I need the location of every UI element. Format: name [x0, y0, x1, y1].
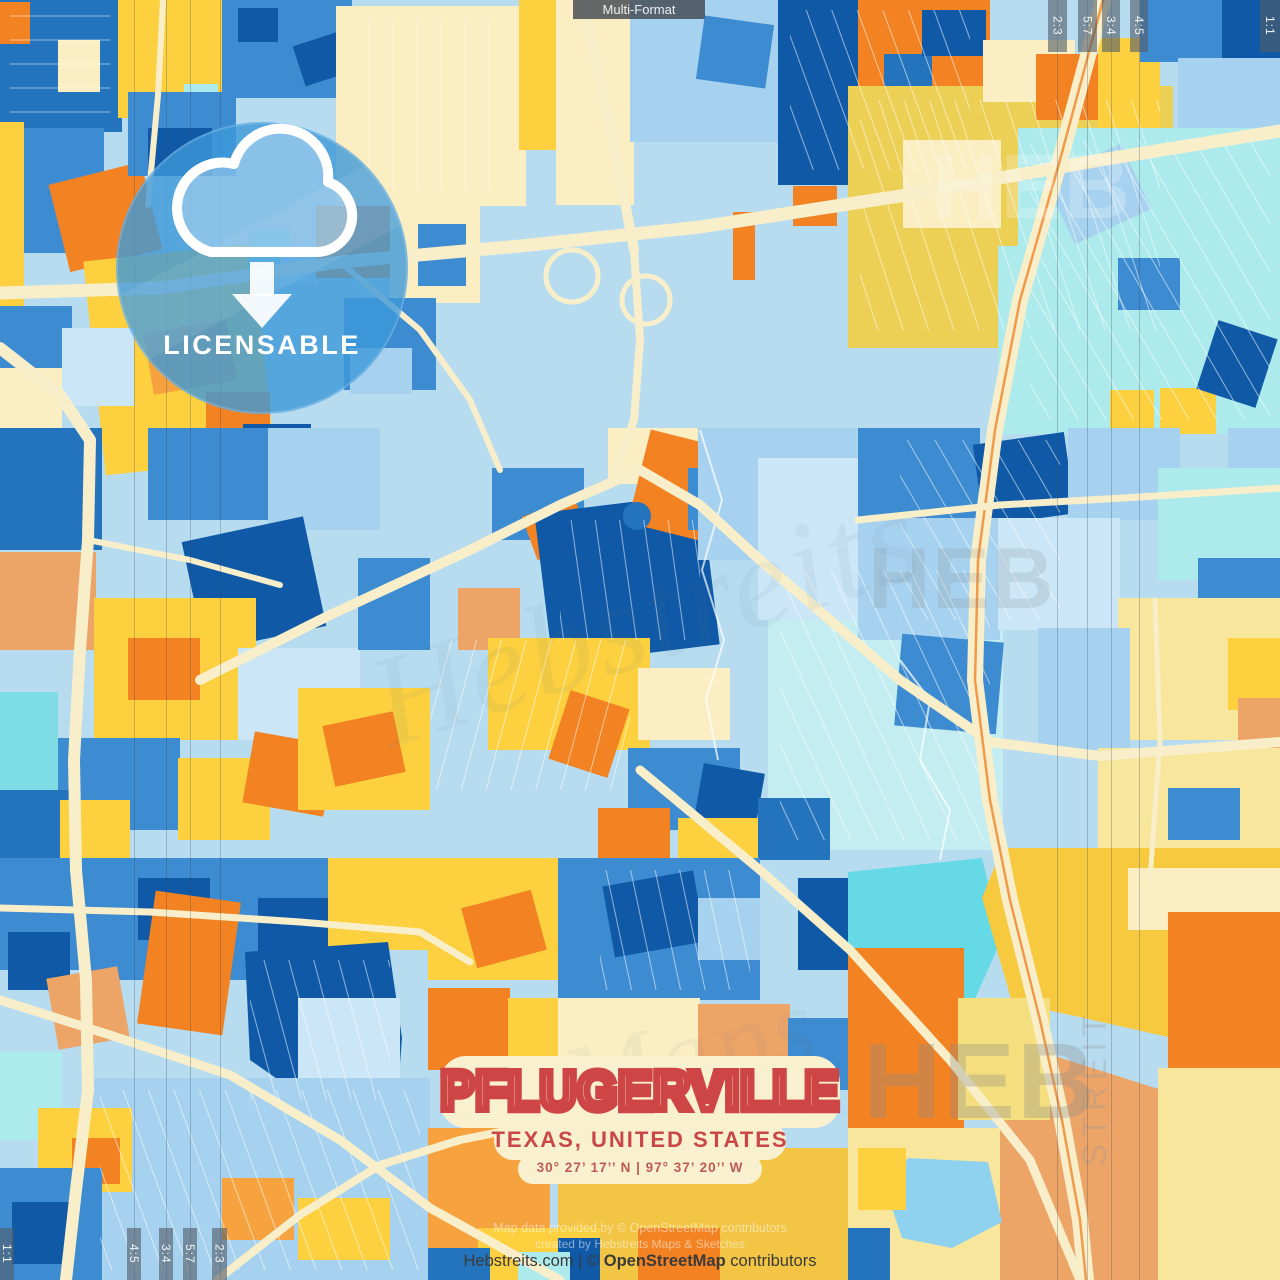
crop-guide-line	[190, 0, 191, 1280]
ratio-tab-3-4: 3:4	[1102, 0, 1120, 52]
osm-credit-line: Map data provided by © OpenStreetMap con…	[493, 1221, 787, 1235]
cloud-icon	[172, 123, 358, 258]
region-subtitle: TEXAS, UNITED STATES	[491, 1127, 789, 1152]
crop-guide-line	[1087, 0, 1088, 1280]
licensable-badge: LICENSABLE	[116, 122, 408, 414]
ratio-tab-2-3: 2:3	[212, 1228, 227, 1280]
watermark-text: STREIT	[1076, 1010, 1114, 1167]
ratio-tab-3-4: 3:4	[159, 1228, 173, 1280]
ratio-tab-5-7: 5:7	[1078, 0, 1097, 52]
subtitle-background	[494, 1122, 786, 1160]
crop-guide-line	[1057, 0, 1058, 1280]
footer-site: Hebstreits.com	[463, 1252, 574, 1270]
format-chip: Multi-Format	[573, 0, 705, 19]
ratio-tab-5-7: 5:7	[183, 1228, 197, 1280]
coordinates-line: 30° 27’ 17’’ N | 97° 37’ 20’’ W	[536, 1160, 744, 1175]
hebstreits-credit-line: created by Hebstreits Maps & Sketches	[534, 1237, 746, 1251]
footer-attribution: Hebstreits.com | © OpenStreetMap contrib…	[0, 1252, 1280, 1271]
footer-contributors: contributors	[725, 1252, 817, 1270]
ratio-tab-1-1: 1:1	[1260, 0, 1280, 52]
badge-label: LICENSABLE	[163, 330, 361, 360]
watermark-text: HEB	[932, 136, 1132, 238]
crop-guide-line	[1111, 0, 1112, 1280]
crop-guide-line	[1139, 0, 1140, 1280]
footer-osm: OpenStreetMap	[603, 1252, 726, 1270]
cloud-download-icon	[172, 123, 358, 328]
download-arrow-icon	[232, 262, 292, 328]
city-title: PFLUGERVILLE	[437, 1056, 842, 1125]
crop-guide-line	[220, 0, 221, 1280]
ratio-tab-4-5: 4:5	[1130, 0, 1148, 52]
title-background	[440, 1056, 840, 1128]
footer-separator: | ©	[573, 1252, 604, 1270]
ratio-tab-2-3: 2:3	[1048, 0, 1067, 52]
coords-background	[518, 1154, 762, 1184]
ratio-tab-4-5: 4:5	[127, 1228, 141, 1280]
watermark-text: HEB	[868, 531, 1056, 627]
watermark-text: HEB	[863, 1020, 1097, 1141]
crop-guide-line	[166, 0, 167, 1280]
crop-guide-line	[134, 0, 135, 1280]
ratio-tab-1-1: 1:1	[0, 1228, 14, 1280]
